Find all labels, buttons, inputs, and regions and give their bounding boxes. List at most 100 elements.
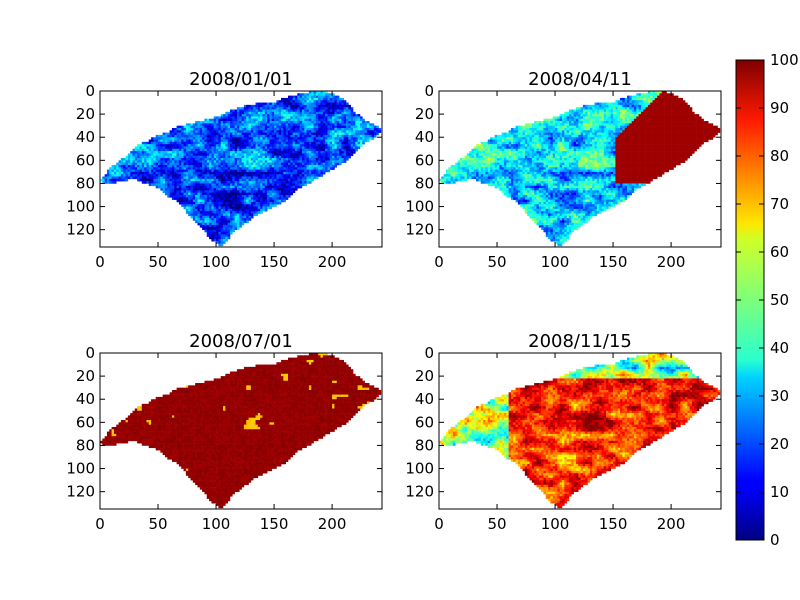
heatmap-cell [239, 146, 242, 150]
heatmap-cell [190, 201, 194, 205]
heatmap-cell [206, 181, 210, 184]
heatmap-cell [274, 144, 277, 147]
heatmap-cell [183, 169, 187, 173]
heatmap-cell [209, 158, 212, 161]
heatmap-cell [304, 174, 307, 177]
heatmap-cell [211, 167, 215, 170]
heatmap-cell [348, 137, 351, 140]
heatmap-cell [206, 174, 210, 177]
heatmap-cell [299, 176, 303, 180]
heatmap-cell [297, 174, 300, 177]
heatmap-cell [308, 139, 312, 143]
heatmap-cell [148, 158, 152, 161]
heatmap-cell [327, 146, 331, 150]
heatmap-cell [243, 141, 247, 145]
heatmap-cell [257, 201, 261, 205]
heatmap-cell [285, 146, 289, 150]
heatmap-cell [705, 130, 709, 133]
heatmap-cell [678, 109, 681, 113]
heatmap-cell [188, 169, 191, 173]
heatmap-cell [209, 169, 212, 173]
heatmap-cell [248, 107, 252, 110]
heatmap-cell [543, 121, 547, 124]
heatmap-cell [568, 114, 572, 117]
heatmap-cell [705, 121, 709, 124]
heatmap-cell [216, 139, 219, 143]
heatmap-cell [332, 107, 335, 110]
heatmap-cell [176, 127, 180, 131]
heatmap-cell [657, 127, 660, 131]
heatmap-cell [668, 109, 672, 113]
heatmap-cell [329, 127, 333, 131]
heatmap-cell [155, 158, 159, 161]
heatmap-cell [647, 121, 651, 124]
heatmap-cell [636, 97, 639, 101]
heatmap-cell [315, 148, 319, 152]
heatmap-cell [269, 171, 273, 175]
heatmap-cell [299, 171, 303, 175]
heatmap-cell [229, 153, 233, 157]
heatmap-cell [151, 171, 154, 175]
heatmap-cell [188, 171, 191, 175]
heatmap-cell [313, 132, 317, 136]
heatmap-cell [631, 116, 635, 120]
heatmap-cell [650, 127, 653, 131]
heatmap-cell [322, 118, 326, 122]
heatmap-cell [209, 171, 212, 175]
heatmap-cell [176, 178, 180, 182]
heatmap-cell [694, 127, 697, 131]
heatmap-cell [671, 104, 674, 108]
heatmap-cell [615, 127, 619, 131]
heatmap-cell [183, 176, 187, 180]
heatmap-cell [276, 162, 280, 166]
y-tick-label: 20 [76, 105, 95, 123]
heatmap-cell [234, 109, 238, 113]
heatmap-cell [339, 125, 342, 129]
heatmap-cell [575, 107, 579, 110]
heatmap-cell [329, 153, 333, 157]
heatmap-cell [127, 167, 131, 170]
heatmap-cell [274, 204, 277, 207]
heatmap-cell [278, 176, 282, 180]
heatmap-cell [654, 127, 658, 131]
heatmap-cell [220, 134, 224, 138]
heatmap-cell [130, 153, 133, 157]
heatmap-cell [346, 141, 349, 145]
heatmap-cell [657, 132, 660, 136]
heatmap-cell [218, 153, 221, 157]
heatmap-cell [169, 146, 173, 150]
heatmap-cell [659, 111, 663, 115]
heatmap-cell [513, 127, 516, 131]
heatmap-cell [211, 139, 215, 143]
heatmap-cell [169, 188, 173, 191]
heatmap-cell [169, 181, 173, 184]
subplot-title: 2008/01/01 [189, 69, 293, 90]
heatmap-cell [188, 137, 191, 140]
heatmap-cell [188, 162, 191, 166]
heatmap-cell [680, 107, 683, 110]
heatmap-cell [260, 141, 263, 145]
heatmap-cell [190, 160, 194, 163]
heatmap-cell [629, 95, 632, 99]
heatmap-cell [232, 139, 235, 143]
heatmap-cell [250, 121, 254, 124]
heatmap-cell [204, 155, 208, 159]
heatmap-cell [603, 130, 607, 133]
heatmap-cell [216, 201, 219, 205]
heatmap-cell [325, 91, 328, 94]
heatmap-cell [288, 104, 291, 108]
heatmap-cell [232, 109, 235, 113]
heatmap-cell [320, 111, 324, 115]
heatmap-cell [195, 151, 198, 154]
heatmap-cell [343, 146, 347, 150]
heatmap-cell [213, 206, 217, 210]
heatmap-cell [260, 169, 263, 173]
heatmap-cell [712, 130, 716, 133]
heatmap-cell [223, 114, 226, 117]
heatmap-cell [294, 148, 298, 152]
heatmap-cell [236, 185, 240, 189]
heatmap-cell [548, 118, 551, 122]
heatmap-cell [283, 141, 286, 145]
heatmap-cell [255, 107, 259, 110]
heatmap-cell [260, 164, 263, 168]
